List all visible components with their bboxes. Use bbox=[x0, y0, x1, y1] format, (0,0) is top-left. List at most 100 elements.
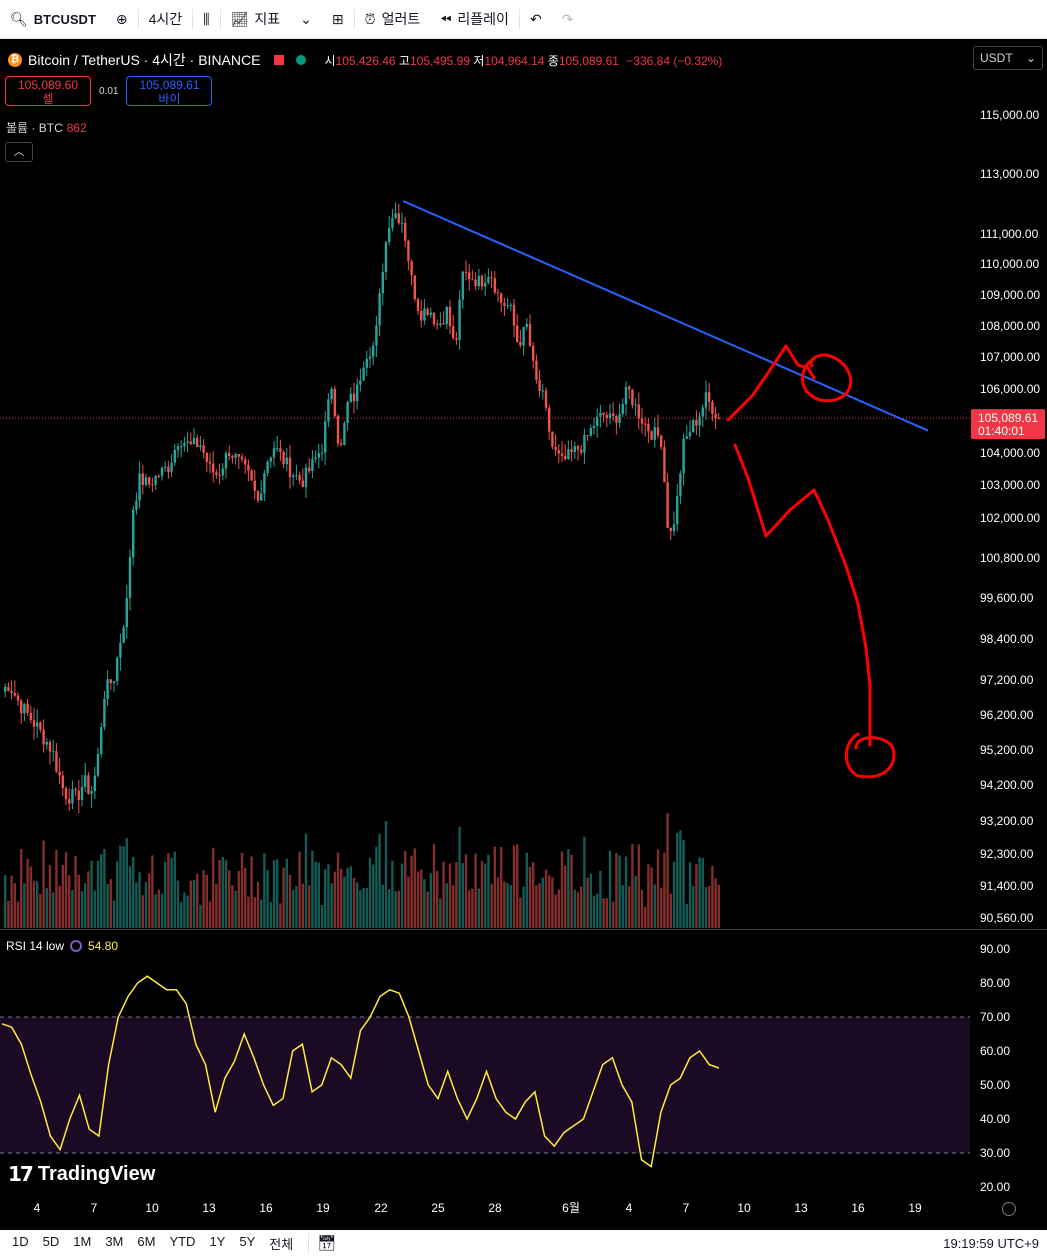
volume-bar bbox=[304, 833, 308, 928]
tradingview-logo[interactable]: 𝟭𝟳 TradingView bbox=[8, 1162, 155, 1187]
candle bbox=[311, 450, 314, 479]
pane-separator[interactable] bbox=[0, 929, 1047, 930]
currency-select[interactable]: USDT ⌄ bbox=[973, 46, 1043, 70]
volume-bar bbox=[576, 892, 580, 928]
interval-button[interactable]: 4시간 bbox=[139, 0, 193, 38]
volume-bar bbox=[388, 889, 391, 928]
chart-canvas[interactable]: 115,000.00 113,000.00 111,000.00 110,000.00… bbox=[0, 40, 1047, 1230]
candle bbox=[544, 387, 548, 411]
price-axis-label: 93,200.00 bbox=[980, 814, 1034, 828]
volume-bar bbox=[506, 882, 509, 928]
volume-bar bbox=[621, 885, 624, 928]
indicator-templates-button[interactable]: ⌄ bbox=[290, 0, 322, 38]
flag-icon[interactable] bbox=[274, 55, 285, 65]
redo-button[interactable]: ↷ bbox=[552, 0, 584, 38]
indicators-button[interactable]: 📈︎ 지표 bbox=[221, 0, 291, 38]
volume-legend[interactable]: 볼륨 · BTC 862 bbox=[6, 119, 87, 136]
rsi-axis-label: 90.00 bbox=[980, 942, 1010, 956]
range-1y[interactable]: 1Y bbox=[209, 1233, 226, 1249]
volume-bar bbox=[93, 890, 96, 928]
volume-bar bbox=[372, 864, 375, 928]
volume-bar bbox=[583, 836, 586, 928]
symbol-search[interactable]: 🔍︎ BTCUSDT bbox=[0, 0, 106, 38]
candle bbox=[71, 780, 74, 809]
alert-button[interactable]: ⏰︎ 얼러트 bbox=[355, 0, 431, 38]
hand-drawn-annotation[interactable] bbox=[726, 344, 896, 779]
range-5y[interactable]: 5Y bbox=[239, 1233, 256, 1249]
undo-button[interactable]: ↶ bbox=[520, 0, 552, 38]
time-axis-label: 22 bbox=[374, 1201, 388, 1215]
clock[interactable]: 19:19:59 UTC+9 bbox=[943, 1235, 1039, 1251]
candle bbox=[282, 450, 285, 469]
candle bbox=[509, 302, 512, 312]
rsi-legend[interactable]: RSI 14 low 54.80 bbox=[6, 939, 118, 953]
candle bbox=[484, 274, 487, 297]
range-ytd[interactable]: YTD bbox=[169, 1233, 196, 1249]
replay-button[interactable]: ⏪︎ 리플레이 bbox=[430, 0, 519, 38]
candle bbox=[16, 692, 20, 707]
layouts-button[interactable]: ⊞ bbox=[322, 0, 354, 38]
candle bbox=[512, 299, 516, 338]
volume-bar bbox=[685, 903, 688, 928]
range-5d[interactable]: 5D bbox=[42, 1233, 60, 1249]
trendline[interactable] bbox=[402, 200, 929, 432]
candle bbox=[612, 402, 615, 422]
plus-circle-icon: ⊕ bbox=[115, 10, 128, 27]
price-axis-label: 92,300.00 bbox=[980, 847, 1034, 861]
trade-buttons: 105,089.60 셀 0.01 105,089.61 바이 bbox=[5, 76, 213, 106]
candle bbox=[519, 330, 522, 348]
volume-bar bbox=[148, 873, 151, 928]
range-1d[interactable]: 1D bbox=[12, 1233, 29, 1249]
price-axis-label: 109,000.00 bbox=[980, 288, 1040, 302]
candle bbox=[362, 361, 365, 382]
volume-bar bbox=[205, 874, 208, 928]
candle bbox=[471, 269, 474, 281]
price-axis[interactable]: 115,000.00 113,000.00 111,000.00 110,000.00… bbox=[980, 108, 1040, 925]
chevron-down-icon: ⌄ bbox=[1025, 51, 1036, 65]
volume-bar bbox=[599, 870, 602, 928]
range-1m[interactable]: 1M bbox=[73, 1233, 92, 1249]
calendar-icon[interactable]: 📅︎ bbox=[317, 1235, 337, 1252]
range-3m[interactable]: 3M bbox=[105, 1233, 124, 1249]
candle bbox=[7, 682, 10, 692]
candle bbox=[644, 417, 647, 437]
volume-bar bbox=[189, 880, 192, 928]
time-axis[interactable]: 4 7 10 13 16 19 22 25 28 6월 4 7 10 13 16 19 bbox=[34, 1201, 922, 1215]
volume-bar bbox=[343, 876, 346, 928]
candle bbox=[666, 473, 669, 529]
candle bbox=[656, 414, 660, 439]
divider bbox=[308, 1233, 310, 1253]
candle bbox=[599, 404, 602, 428]
volume-bar bbox=[605, 898, 608, 928]
volume-bar bbox=[375, 846, 378, 928]
volume-bar bbox=[688, 862, 692, 928]
range-6m[interactable]: 6M bbox=[137, 1233, 156, 1249]
candle bbox=[52, 740, 55, 762]
volume-bar bbox=[26, 858, 29, 928]
volume-bar bbox=[7, 900, 10, 928]
compare-button[interactable]: ⊕ bbox=[106, 0, 138, 38]
candle bbox=[596, 408, 599, 438]
range-전체[interactable]: 전체 bbox=[269, 1236, 294, 1252]
volume-bar bbox=[80, 891, 84, 928]
sell-button[interactable]: 105,089.60 셀 bbox=[5, 76, 91, 106]
legend-title[interactable]: Bitcoin / TetherUS · 4시간 · BINANCE bbox=[28, 52, 261, 68]
candle bbox=[23, 703, 26, 721]
volume-bar bbox=[144, 881, 148, 928]
buy-button[interactable]: 105,089.61 바이 bbox=[126, 76, 213, 106]
volume-bar bbox=[96, 860, 100, 928]
time-axis-label: 16 bbox=[851, 1201, 865, 1215]
volume-bar bbox=[202, 870, 205, 928]
chart-type-button[interactable]: ⫼ bbox=[193, 0, 219, 38]
volume-bar bbox=[647, 864, 650, 928]
candle bbox=[356, 378, 359, 410]
top-toolbar: 🔍︎ BTCUSDT ⊕ 4시간 ⫼ 📈︎ 지표 ⌄ ⊞ ⏰︎ 얼러트 ⏪︎ 리… bbox=[0, 0, 1047, 39]
candle bbox=[567, 440, 570, 460]
candle bbox=[247, 459, 250, 482]
volume-bar bbox=[628, 886, 631, 928]
candle bbox=[125, 584, 128, 639]
volume-bar bbox=[490, 883, 493, 928]
axis-settings-icon[interactable] bbox=[1002, 1202, 1016, 1216]
volume-bar bbox=[551, 877, 554, 928]
collapse-legend-button[interactable]: ︿ bbox=[5, 142, 33, 162]
